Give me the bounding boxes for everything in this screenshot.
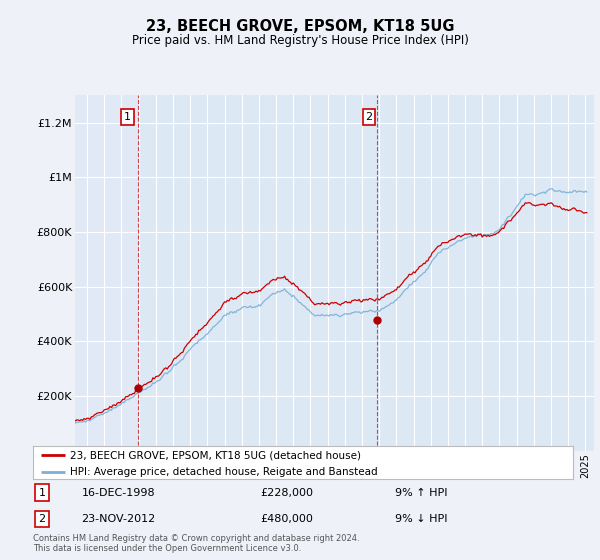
Text: 1: 1 (38, 488, 46, 497)
Point (133, 384, 143, 393)
Text: Contains HM Land Registry data © Crown copyright and database right 2024.
This d: Contains HM Land Registry data © Crown c… (33, 534, 359, 553)
Text: 23, BEECH GROVE, EPSOM, KT18 5UG: 23, BEECH GROVE, EPSOM, KT18 5UG (146, 20, 454, 34)
Text: 23, BEECH GROVE, EPSOM, KT18 5UG (detached house): 23, BEECH GROVE, EPSOM, KT18 5UG (detach… (70, 450, 361, 460)
Text: 1: 1 (124, 112, 131, 122)
Text: £480,000: £480,000 (260, 514, 313, 524)
Text: 9% ↑ HPI: 9% ↑ HPI (395, 488, 448, 497)
Text: HPI: Average price, detached house, Reigate and Banstead: HPI: Average price, detached house, Reig… (70, 466, 377, 477)
Bar (75, 95, 138, 451)
Text: 16-DEC-1998: 16-DEC-1998 (82, 488, 155, 497)
Text: Price paid vs. HM Land Registry's House Price Index (HPI): Price paid vs. HM Land Registry's House … (131, 34, 469, 47)
Text: 2: 2 (38, 514, 46, 524)
Text: £228,000: £228,000 (260, 488, 313, 497)
Text: 9% ↓ HPI: 9% ↓ HPI (395, 514, 448, 524)
Point (373, 315, 382, 324)
Text: 23-NOV-2012: 23-NOV-2012 (82, 514, 156, 524)
Text: 2: 2 (365, 112, 373, 122)
